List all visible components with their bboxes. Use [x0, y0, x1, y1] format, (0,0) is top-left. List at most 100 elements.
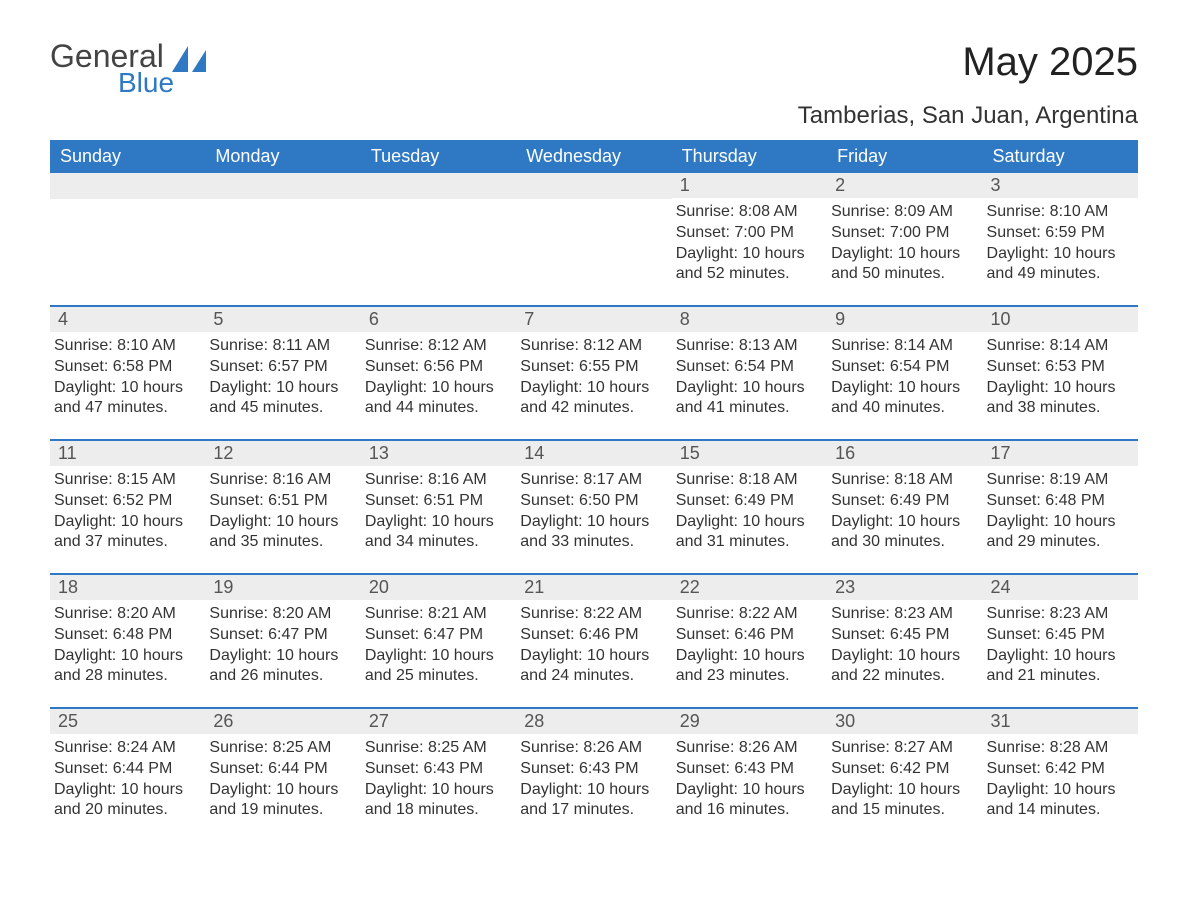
sunset-line: Sunset: 6:45 PM: [987, 625, 1130, 646]
daylight-line: Daylight: 10 hours and 30 minutes.: [831, 512, 974, 554]
sunrise-line: Sunrise: 8:13 AM: [676, 336, 819, 357]
sunset-line: Sunset: 6:44 PM: [209, 759, 352, 780]
day-cell: 16Sunrise: 8:18 AMSunset: 6:49 PMDayligh…: [827, 441, 982, 559]
sunset-line: Sunset: 6:49 PM: [831, 491, 974, 512]
day-body: [205, 199, 360, 207]
day-body: Sunrise: 8:12 AMSunset: 6:56 PMDaylight:…: [361, 332, 516, 423]
sunset-line: Sunset: 6:47 PM: [365, 625, 508, 646]
sunrise-line: Sunrise: 8:18 AM: [676, 470, 819, 491]
daylight-line: Daylight: 10 hours and 33 minutes.: [520, 512, 663, 554]
sunrise-line: Sunrise: 8:28 AM: [987, 738, 1130, 759]
day-body: Sunrise: 8:08 AMSunset: 7:00 PMDaylight:…: [672, 198, 827, 289]
day-number: 11: [50, 441, 205, 466]
header: General Blue May 2025 Tamberias, San Jua…: [50, 40, 1138, 130]
dow-cell: Wednesday: [516, 140, 671, 173]
sunrise-line: Sunrise: 8:10 AM: [987, 202, 1130, 223]
day-number: 12: [205, 441, 360, 466]
sunrise-line: Sunrise: 8:14 AM: [987, 336, 1130, 357]
sunset-line: Sunset: 6:53 PM: [987, 357, 1130, 378]
daylight-line: Daylight: 10 hours and 47 minutes.: [54, 378, 197, 420]
day-cell: 18Sunrise: 8:20 AMSunset: 6:48 PMDayligh…: [50, 575, 205, 693]
sunrise-line: Sunrise: 8:20 AM: [209, 604, 352, 625]
day-body: Sunrise: 8:14 AMSunset: 6:54 PMDaylight:…: [827, 332, 982, 423]
sunset-line: Sunset: 6:42 PM: [987, 759, 1130, 780]
day-body: Sunrise: 8:27 AMSunset: 6:42 PMDaylight:…: [827, 734, 982, 825]
day-number: [50, 173, 205, 199]
day-cell: 31Sunrise: 8:28 AMSunset: 6:42 PMDayligh…: [983, 709, 1138, 827]
day-number: 30: [827, 709, 982, 734]
day-number: 5: [205, 307, 360, 332]
logo: General Blue: [50, 40, 216, 97]
day-body: Sunrise: 8:19 AMSunset: 6:48 PMDaylight:…: [983, 466, 1138, 557]
day-body: Sunrise: 8:24 AMSunset: 6:44 PMDaylight:…: [50, 734, 205, 825]
dow-cell: Tuesday: [361, 140, 516, 173]
day-body: Sunrise: 8:25 AMSunset: 6:44 PMDaylight:…: [205, 734, 360, 825]
day-cell: [516, 173, 671, 291]
day-number: [205, 173, 360, 199]
day-number: 22: [672, 575, 827, 600]
day-number: 16: [827, 441, 982, 466]
day-body: Sunrise: 8:16 AMSunset: 6:51 PMDaylight:…: [361, 466, 516, 557]
day-body: Sunrise: 8:21 AMSunset: 6:47 PMDaylight:…: [361, 600, 516, 691]
day-cell: 29Sunrise: 8:26 AMSunset: 6:43 PMDayligh…: [672, 709, 827, 827]
sunrise-line: Sunrise: 8:19 AM: [987, 470, 1130, 491]
dow-cell: Saturday: [983, 140, 1138, 173]
sunset-line: Sunset: 6:49 PM: [676, 491, 819, 512]
day-number: 20: [361, 575, 516, 600]
daylight-line: Daylight: 10 hours and 31 minutes.: [676, 512, 819, 554]
sunset-line: Sunset: 6:51 PM: [365, 491, 508, 512]
daylight-line: Daylight: 10 hours and 14 minutes.: [987, 780, 1130, 822]
day-number: 24: [983, 575, 1138, 600]
sunset-line: Sunset: 6:43 PM: [365, 759, 508, 780]
day-body: Sunrise: 8:23 AMSunset: 6:45 PMDaylight:…: [827, 600, 982, 691]
day-body: Sunrise: 8:28 AMSunset: 6:42 PMDaylight:…: [983, 734, 1138, 825]
day-cell: 6Sunrise: 8:12 AMSunset: 6:56 PMDaylight…: [361, 307, 516, 425]
day-cell: 15Sunrise: 8:18 AMSunset: 6:49 PMDayligh…: [672, 441, 827, 559]
day-cell: 26Sunrise: 8:25 AMSunset: 6:44 PMDayligh…: [205, 709, 360, 827]
sunrise-line: Sunrise: 8:25 AM: [209, 738, 352, 759]
day-cell: 14Sunrise: 8:17 AMSunset: 6:50 PMDayligh…: [516, 441, 671, 559]
logo-sail-icon: [172, 46, 216, 77]
daylight-line: Daylight: 10 hours and 24 minutes.: [520, 646, 663, 688]
sunset-line: Sunset: 6:54 PM: [831, 357, 974, 378]
daylight-line: Daylight: 10 hours and 35 minutes.: [209, 512, 352, 554]
title-block: May 2025 Tamberias, San Juan, Argentina: [798, 40, 1138, 130]
day-body: Sunrise: 8:14 AMSunset: 6:53 PMDaylight:…: [983, 332, 1138, 423]
sunrise-line: Sunrise: 8:23 AM: [831, 604, 974, 625]
dow-cell: Sunday: [50, 140, 205, 173]
day-body: Sunrise: 8:10 AMSunset: 6:58 PMDaylight:…: [50, 332, 205, 423]
daylight-line: Daylight: 10 hours and 23 minutes.: [676, 646, 819, 688]
sunrise-line: Sunrise: 8:16 AM: [365, 470, 508, 491]
day-body: Sunrise: 8:26 AMSunset: 6:43 PMDaylight:…: [516, 734, 671, 825]
daylight-line: Daylight: 10 hours and 52 minutes.: [676, 244, 819, 286]
day-number: 19: [205, 575, 360, 600]
daylight-line: Daylight: 10 hours and 49 minutes.: [987, 244, 1130, 286]
day-body: [361, 199, 516, 207]
day-cell: 3Sunrise: 8:10 AMSunset: 6:59 PMDaylight…: [983, 173, 1138, 291]
sunset-line: Sunset: 7:00 PM: [831, 223, 974, 244]
sunrise-line: Sunrise: 8:20 AM: [54, 604, 197, 625]
daylight-line: Daylight: 10 hours and 20 minutes.: [54, 780, 197, 822]
day-body: Sunrise: 8:25 AMSunset: 6:43 PMDaylight:…: [361, 734, 516, 825]
day-cell: 12Sunrise: 8:16 AMSunset: 6:51 PMDayligh…: [205, 441, 360, 559]
day-body: Sunrise: 8:22 AMSunset: 6:46 PMDaylight:…: [516, 600, 671, 691]
day-cell: 17Sunrise: 8:19 AMSunset: 6:48 PMDayligh…: [983, 441, 1138, 559]
day-number: 29: [672, 709, 827, 734]
dow-cell: Thursday: [672, 140, 827, 173]
daylight-line: Daylight: 10 hours and 29 minutes.: [987, 512, 1130, 554]
day-number: 8: [672, 307, 827, 332]
day-cell: 28Sunrise: 8:26 AMSunset: 6:43 PMDayligh…: [516, 709, 671, 827]
day-cell: 19Sunrise: 8:20 AMSunset: 6:47 PMDayligh…: [205, 575, 360, 693]
day-cell: 20Sunrise: 8:21 AMSunset: 6:47 PMDayligh…: [361, 575, 516, 693]
sunset-line: Sunset: 6:58 PM: [54, 357, 197, 378]
day-body: Sunrise: 8:17 AMSunset: 6:50 PMDaylight:…: [516, 466, 671, 557]
day-cell: [50, 173, 205, 291]
sunset-line: Sunset: 6:46 PM: [676, 625, 819, 646]
day-cell: 2Sunrise: 8:09 AMSunset: 7:00 PMDaylight…: [827, 173, 982, 291]
day-body: [50, 199, 205, 207]
daylight-line: Daylight: 10 hours and 15 minutes.: [831, 780, 974, 822]
daylight-line: Daylight: 10 hours and 50 minutes.: [831, 244, 974, 286]
day-number: 27: [361, 709, 516, 734]
sunrise-line: Sunrise: 8:26 AM: [520, 738, 663, 759]
daylight-line: Daylight: 10 hours and 16 minutes.: [676, 780, 819, 822]
